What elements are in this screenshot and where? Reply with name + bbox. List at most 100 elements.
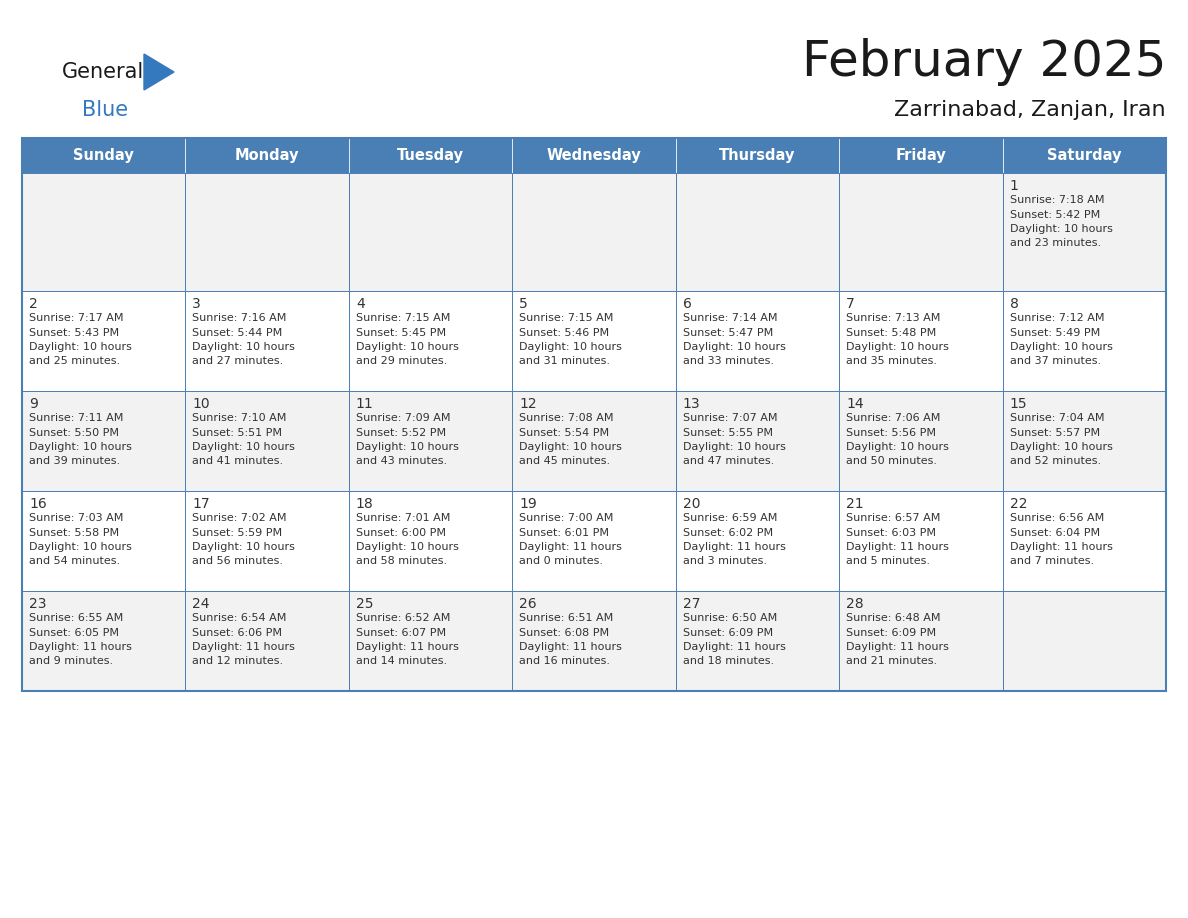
Text: and 3 minutes.: and 3 minutes.: [683, 556, 766, 566]
Text: Sunrise: 7:17 AM: Sunrise: 7:17 AM: [29, 313, 124, 323]
Text: Sunset: 5:58 PM: Sunset: 5:58 PM: [29, 528, 119, 538]
Text: Sunrise: 6:56 AM: Sunrise: 6:56 AM: [1010, 513, 1104, 523]
Text: Daylight: 11 hours: Daylight: 11 hours: [519, 642, 623, 652]
Text: and 29 minutes.: and 29 minutes.: [356, 356, 447, 366]
Text: Sunrise: 7:01 AM: Sunrise: 7:01 AM: [356, 513, 450, 523]
Text: Sunset: 6:09 PM: Sunset: 6:09 PM: [846, 628, 936, 637]
Text: 2: 2: [29, 297, 38, 311]
Text: and 54 minutes.: and 54 minutes.: [29, 556, 120, 566]
Text: and 18 minutes.: and 18 minutes.: [683, 656, 773, 666]
Bar: [23, 491, 185, 591]
Bar: [839, 591, 1003, 691]
Bar: [23, 138, 185, 173]
Text: Sunset: 6:03 PM: Sunset: 6:03 PM: [846, 528, 936, 538]
Text: and 56 minutes.: and 56 minutes.: [192, 556, 284, 566]
Text: Sunset: 5:44 PM: Sunset: 5:44 PM: [192, 328, 283, 338]
Text: Sunrise: 7:00 AM: Sunrise: 7:00 AM: [519, 513, 614, 523]
Text: Sunrise: 6:48 AM: Sunrise: 6:48 AM: [846, 613, 941, 623]
Text: February 2025: February 2025: [802, 38, 1165, 86]
Text: 11: 11: [356, 397, 373, 411]
Text: and 39 minutes.: and 39 minutes.: [29, 456, 120, 466]
Text: 5: 5: [519, 297, 527, 311]
Text: Zarrinabad, Zanjan, Iran: Zarrinabad, Zanjan, Iran: [895, 100, 1165, 120]
Text: and 31 minutes.: and 31 minutes.: [519, 356, 611, 366]
Text: Sunrise: 7:12 AM: Sunrise: 7:12 AM: [1010, 313, 1104, 323]
Text: 6: 6: [683, 297, 691, 311]
Bar: [1003, 591, 1165, 691]
Text: 28: 28: [846, 597, 864, 611]
Text: and 58 minutes.: and 58 minutes.: [356, 556, 447, 566]
Text: Daylight: 10 hours: Daylight: 10 hours: [1010, 442, 1112, 452]
Text: Daylight: 10 hours: Daylight: 10 hours: [519, 342, 623, 352]
Text: Sunrise: 6:50 AM: Sunrise: 6:50 AM: [683, 613, 777, 623]
Bar: [839, 391, 1003, 491]
Text: Sunrise: 7:14 AM: Sunrise: 7:14 AM: [683, 313, 777, 323]
Text: and 33 minutes.: and 33 minutes.: [683, 356, 773, 366]
Text: Sunset: 6:02 PM: Sunset: 6:02 PM: [683, 528, 773, 538]
Bar: [23, 291, 185, 391]
Bar: [512, 173, 676, 291]
Text: 27: 27: [683, 597, 700, 611]
Text: Sunset: 5:43 PM: Sunset: 5:43 PM: [29, 328, 119, 338]
Text: and 27 minutes.: and 27 minutes.: [192, 356, 284, 366]
Text: Daylight: 10 hours: Daylight: 10 hours: [519, 442, 623, 452]
Text: and 7 minutes.: and 7 minutes.: [1010, 556, 1094, 566]
Text: Sunrise: 7:06 AM: Sunrise: 7:06 AM: [846, 413, 941, 423]
Text: and 21 minutes.: and 21 minutes.: [846, 656, 937, 666]
Text: Sunrise: 7:07 AM: Sunrise: 7:07 AM: [683, 413, 777, 423]
Text: Daylight: 10 hours: Daylight: 10 hours: [192, 342, 296, 352]
Bar: [1003, 391, 1165, 491]
Text: 24: 24: [192, 597, 210, 611]
Text: 17: 17: [192, 497, 210, 511]
Text: Daylight: 10 hours: Daylight: 10 hours: [846, 342, 949, 352]
Text: Daylight: 11 hours: Daylight: 11 hours: [846, 542, 949, 552]
Text: Daylight: 10 hours: Daylight: 10 hours: [356, 442, 459, 452]
Bar: [349, 491, 512, 591]
Text: 7: 7: [846, 297, 855, 311]
Text: Daylight: 11 hours: Daylight: 11 hours: [29, 642, 132, 652]
Text: and 47 minutes.: and 47 minutes.: [683, 456, 773, 466]
Text: Sunset: 5:45 PM: Sunset: 5:45 PM: [356, 328, 446, 338]
Text: Sunrise: 7:02 AM: Sunrise: 7:02 AM: [192, 513, 287, 523]
Bar: [676, 291, 839, 391]
Text: Daylight: 10 hours: Daylight: 10 hours: [1010, 224, 1112, 234]
Text: Sunset: 5:50 PM: Sunset: 5:50 PM: [29, 428, 119, 438]
Text: Sunset: 5:59 PM: Sunset: 5:59 PM: [192, 528, 283, 538]
Text: and 12 minutes.: and 12 minutes.: [192, 656, 284, 666]
Text: Sunset: 6:05 PM: Sunset: 6:05 PM: [29, 628, 119, 637]
Text: 25: 25: [356, 597, 373, 611]
Text: Daylight: 10 hours: Daylight: 10 hours: [356, 342, 459, 352]
Text: Sunset: 6:09 PM: Sunset: 6:09 PM: [683, 628, 773, 637]
Text: Sunset: 5:52 PM: Sunset: 5:52 PM: [356, 428, 446, 438]
Text: Daylight: 11 hours: Daylight: 11 hours: [192, 642, 296, 652]
Bar: [23, 391, 185, 491]
Text: Sunrise: 7:16 AM: Sunrise: 7:16 AM: [192, 313, 286, 323]
Text: Sunrise: 6:52 AM: Sunrise: 6:52 AM: [356, 613, 450, 623]
Text: Daylight: 10 hours: Daylight: 10 hours: [29, 442, 132, 452]
Bar: [23, 138, 1165, 691]
Text: Daylight: 10 hours: Daylight: 10 hours: [683, 442, 785, 452]
Text: 8: 8: [1010, 297, 1018, 311]
Text: Daylight: 10 hours: Daylight: 10 hours: [356, 542, 459, 552]
Text: 1: 1: [1010, 179, 1018, 193]
Text: Sunset: 6:08 PM: Sunset: 6:08 PM: [519, 628, 609, 637]
Text: 19: 19: [519, 497, 537, 511]
Text: and 37 minutes.: and 37 minutes.: [1010, 356, 1101, 366]
Text: Sunset: 5:56 PM: Sunset: 5:56 PM: [846, 428, 936, 438]
Text: 13: 13: [683, 397, 701, 411]
Text: Sunrise: 7:03 AM: Sunrise: 7:03 AM: [29, 513, 124, 523]
Text: 15: 15: [1010, 397, 1028, 411]
Text: and 45 minutes.: and 45 minutes.: [519, 456, 611, 466]
Bar: [185, 591, 349, 691]
Bar: [185, 291, 349, 391]
Bar: [839, 491, 1003, 591]
Bar: [1003, 291, 1165, 391]
Bar: [512, 491, 676, 591]
Text: 14: 14: [846, 397, 864, 411]
Bar: [23, 591, 185, 691]
Text: Sunrise: 6:55 AM: Sunrise: 6:55 AM: [29, 613, 124, 623]
Text: and 25 minutes.: and 25 minutes.: [29, 356, 120, 366]
Text: and 14 minutes.: and 14 minutes.: [356, 656, 447, 666]
Text: Daylight: 11 hours: Daylight: 11 hours: [683, 642, 785, 652]
Bar: [185, 173, 349, 291]
